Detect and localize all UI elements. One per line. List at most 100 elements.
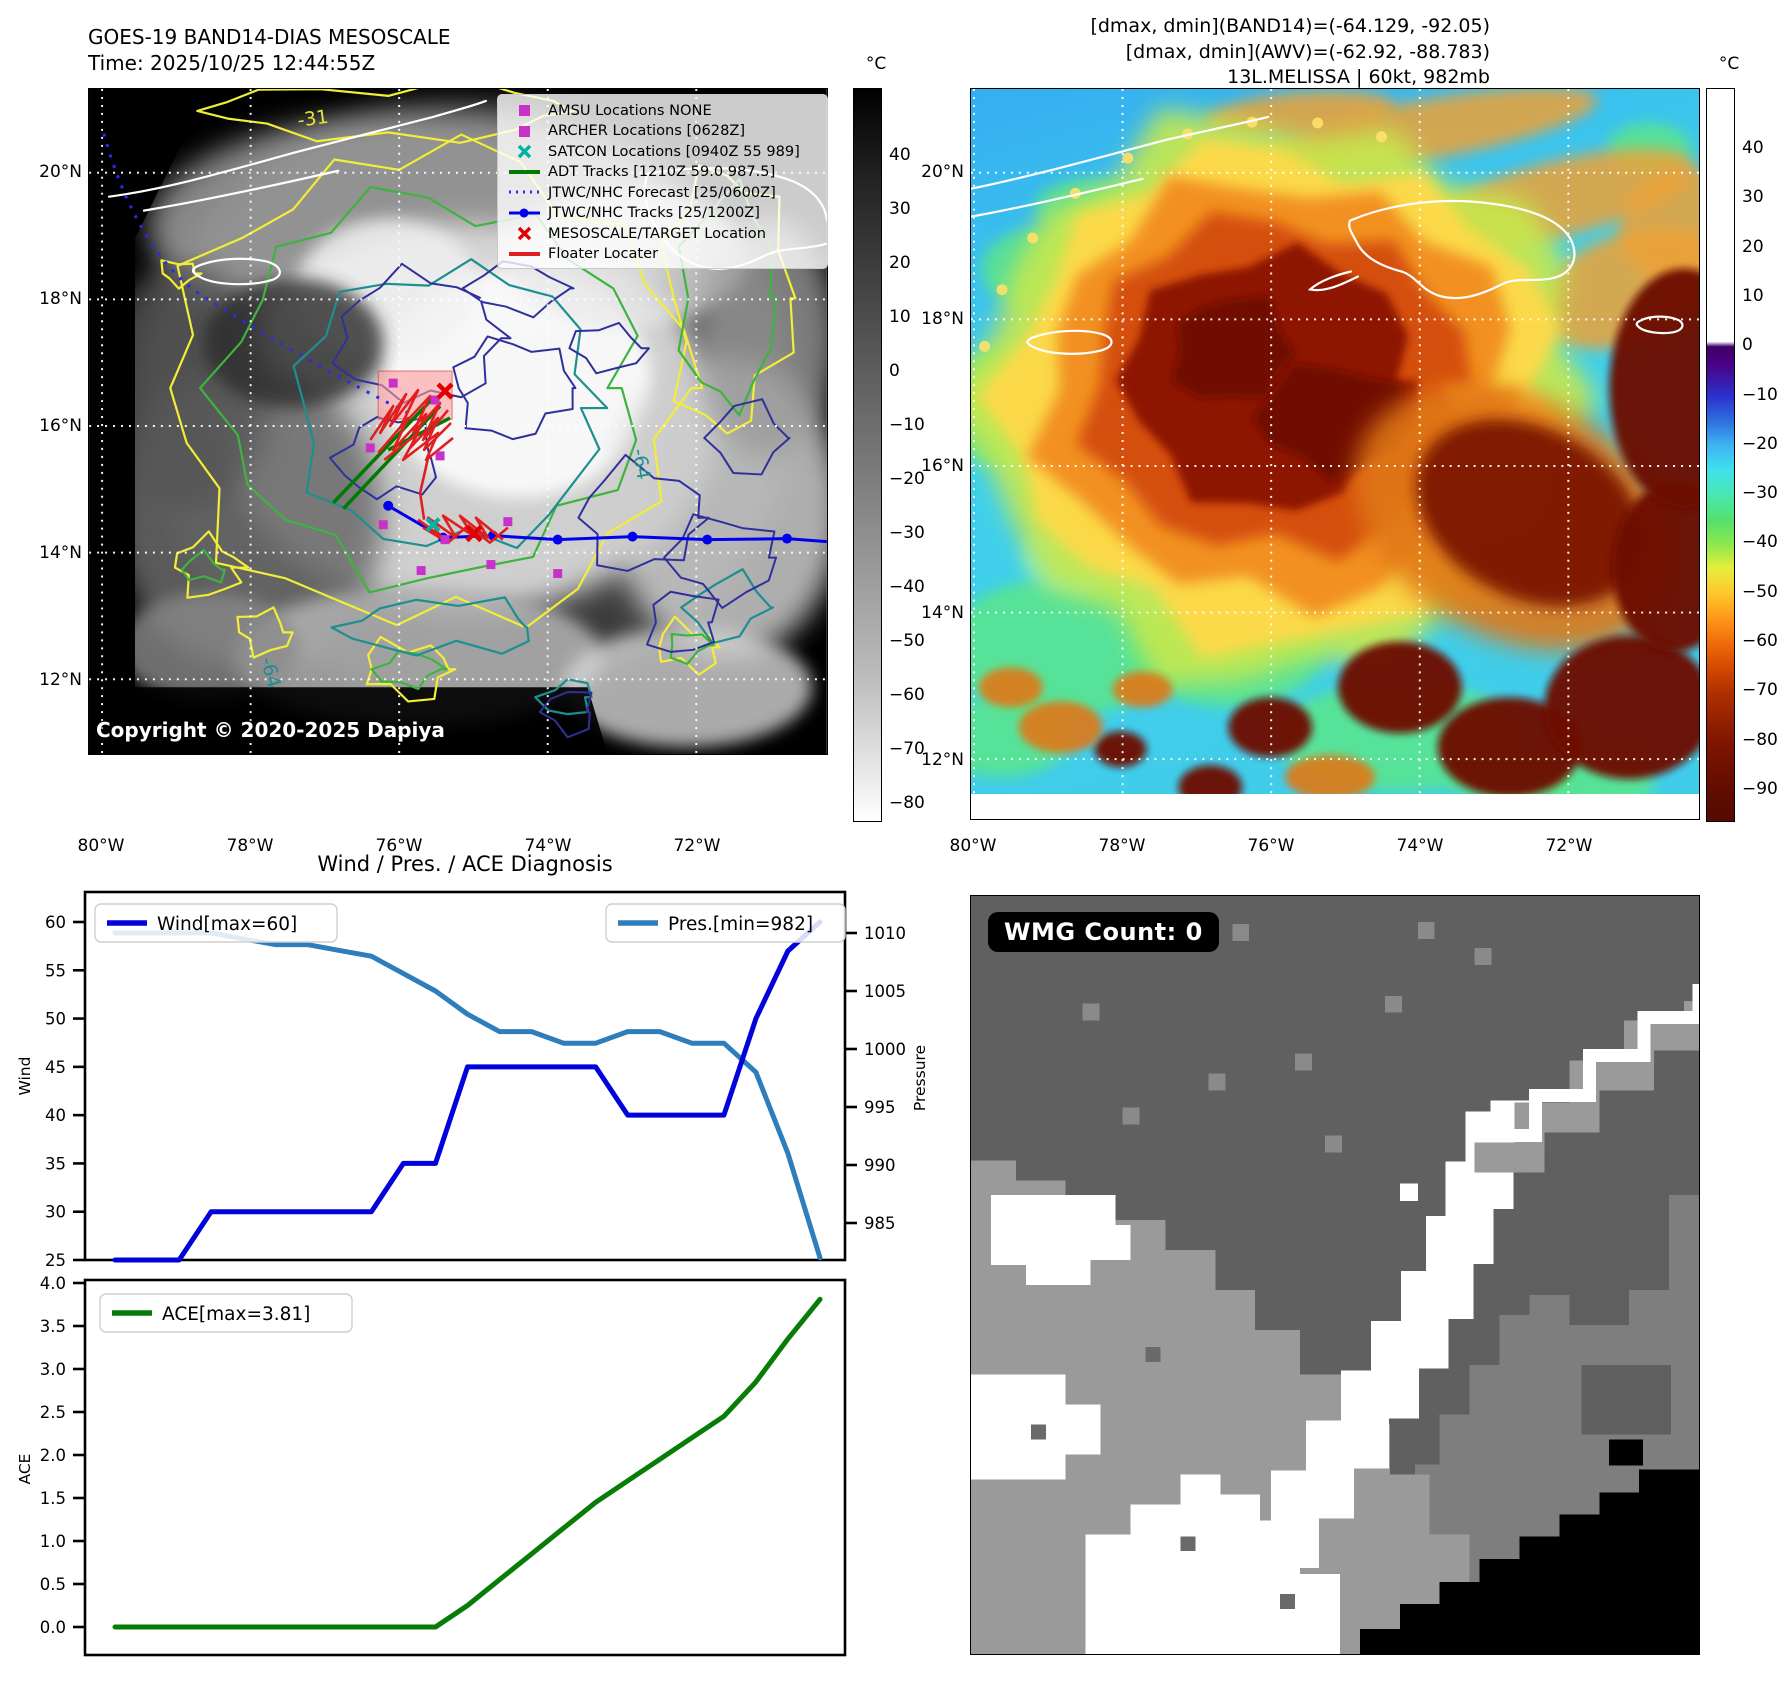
axis-tick-label: 0.5 — [40, 1575, 66, 1594]
awv-colorbar-tick: −70 — [1742, 680, 1778, 701]
legend-item-label: MESOSCALE/TARGET Location — [548, 224, 766, 242]
band14-lat-label: 14°N — [39, 543, 82, 563]
band14-colorbar-tick: −30 — [889, 523, 925, 543]
awv-colorbar-tick: 40 — [1742, 138, 1764, 158]
awv-header-line3: 13L.MELISSA | 60kt, 982mb — [1227, 66, 1490, 89]
awv-colorbar-tick: 10 — [1742, 285, 1764, 306]
band14-lat-label: 16°N — [39, 416, 82, 436]
band14-colorbar-tick: −50 — [889, 631, 925, 651]
band14-colorbar-unit: °C — [865, 54, 887, 74]
legend-item: Floater Locater — [504, 244, 819, 265]
legend-item: ADT Tracks [1210Z 59.0 987.5] — [504, 162, 819, 183]
band14-colorbar-tick: −80 — [889, 793, 925, 813]
band14-lat-label: 12°N — [39, 670, 82, 690]
line-marker-icon — [504, 164, 544, 180]
chart-legend-label: ACE[max=3.81] — [162, 1304, 310, 1325]
awv-lon-label: 74°W — [1396, 836, 1444, 856]
band14-colorbar-tick: 0 — [889, 361, 900, 381]
line-dot-icon — [504, 205, 544, 221]
axis-title: Wind — [16, 1057, 34, 1096]
band14-colorbar-tick: 10 — [889, 307, 911, 327]
contour-label: -31 — [296, 106, 330, 132]
axis-tick-label: 990 — [864, 1156, 896, 1175]
legend-item: AMSU Locations NONE — [504, 100, 819, 121]
band14-title-line2: Time: 2025/10/25 12:44:55Z — [88, 51, 376, 76]
dotted-line-icon — [504, 184, 544, 200]
x-marker-icon — [504, 225, 544, 241]
legend-item-label: JTWC/NHC Forecast [25/0600Z] — [548, 183, 776, 201]
legend-item: ARCHER Locations [0628Z] — [504, 121, 819, 142]
band14-lon-label: 80°W — [77, 836, 125, 856]
axis-tick-label: 60 — [45, 913, 66, 932]
legend-item-label: ADT Tracks [1210Z 59.0 987.5] — [548, 163, 776, 181]
axis-tick-label: 1005 — [864, 982, 906, 1001]
band14-colorbar-tick: −10 — [889, 415, 925, 435]
diagnosis-charts: 60 55 50 45 40 35 30 25 1010 1005 1000 995 990 985 Win… — [16, 890, 929, 1657]
axis-title: ACE — [16, 1454, 34, 1485]
band14-lon-label: 72°W — [673, 836, 721, 856]
awv-colorbar-tick: −10 — [1742, 384, 1778, 405]
awv-colorbar-unit: °C — [1718, 54, 1740, 74]
contour-label: -64 — [628, 447, 655, 481]
axis-tick-label: 4.0 — [40, 1274, 66, 1293]
band14-copyright: Copyright © 2020-2025 Dapiya — [96, 718, 445, 742]
legend-item-label: Floater Locater — [548, 245, 659, 263]
band14-lon-label: 76°W — [375, 836, 423, 856]
square-marker-icon — [504, 102, 544, 118]
awv-colorbar-tick: 30 — [1742, 187, 1764, 208]
awv-colorbar — [1706, 88, 1735, 822]
axis-tick-label: 1010 — [864, 924, 906, 943]
awv-lat-label: 12°N — [921, 750, 964, 770]
square-marker-icon — [504, 123, 544, 139]
chart-legend-label: Wind[max=60] — [157, 914, 297, 935]
awv-lon-label: 76°W — [1247, 836, 1295, 856]
band14-title-line1: GOES-19 BAND14-DIAS MESOSCALE — [88, 25, 451, 49]
awv-colorbar-tick: −60 — [1742, 631, 1778, 651]
axis-tick-label: 0.0 — [40, 1618, 66, 1637]
awv-colorbar-tick: 20 — [1742, 236, 1764, 257]
legend-item-label: JTWC/NHC Tracks [25/1200Z] — [548, 204, 760, 222]
diagnosis-title: Wind / Pres. / ACE Diagnosis — [317, 852, 613, 876]
legend-item: SATCON Locations [0940Z 55 989] — [504, 141, 819, 162]
band14-colorbar-tick: 20 — [889, 253, 911, 273]
awv-lon-label: 78°W — [1098, 836, 1146, 856]
band14-lon-label: 74°W — [524, 836, 572, 856]
band14-colorbar — [853, 88, 882, 822]
awv-colorbar-tick: −90 — [1742, 778, 1778, 799]
axis-tick-label: 1.0 — [40, 1532, 66, 1551]
awv-header: [dmax, dmin](BAND14)=(-64.129, -92.05) [d… — [1090, 14, 1490, 91]
axis-tick-label: 35 — [45, 1154, 66, 1173]
axis-tick-label: 25 — [45, 1251, 66, 1270]
axis-tick-label: 2.5 — [40, 1403, 66, 1422]
axis-tick-label: 1.5 — [40, 1489, 66, 1508]
axis-tick-label: 1000 — [864, 1040, 906, 1059]
band14-colorbar-tick: 30 — [889, 199, 911, 219]
axis-tick-label: 55 — [45, 961, 66, 980]
axis-tick-label: 985 — [864, 1214, 896, 1233]
axis-tick-label: 40 — [45, 1106, 66, 1125]
band14-colorbar-tick: 40 — [889, 145, 911, 165]
awv-lon-label: 80°W — [949, 836, 997, 856]
legend-item-label: AMSU Locations NONE — [548, 101, 712, 119]
wmg-pixel-map — [970, 895, 1700, 1655]
awv-lat-label: 14°N — [921, 603, 964, 623]
awv-header-line2: [dmax, dmin](AWV)=(-62.92, -88.783) — [1125, 40, 1490, 63]
axis-tick-label: 50 — [45, 1010, 66, 1029]
band14-colorbar-tick: −20 — [889, 469, 925, 489]
axis-tick-label: 3.5 — [40, 1317, 66, 1336]
band14-lon-label: 78°W — [226, 836, 274, 856]
band14-map-legend: AMSU Locations NONE ARCHER Locations [062… — [497, 94, 828, 269]
awv-header-line1: [dmax, dmin](BAND14)=(-64.129, -92.05) — [1090, 15, 1490, 37]
line-marker-icon — [504, 246, 544, 262]
awv-lat-label: 18°N — [921, 309, 964, 329]
axis-tick-label: 30 — [45, 1203, 66, 1222]
axis-tick-label: 2.0 — [40, 1446, 66, 1465]
awv-colorbar-tick: −40 — [1742, 532, 1778, 553]
awv-lat-label: 16°N — [921, 456, 964, 476]
axis-tick-label: 3.0 — [40, 1360, 66, 1379]
awv-colorbar-tick: 0 — [1742, 335, 1753, 356]
awv-colorbar-tick: −20 — [1742, 433, 1778, 454]
axis-title: Pressure — [911, 1045, 929, 1111]
legend-item: JTWC/NHC Tracks [25/1200Z] — [504, 203, 819, 224]
